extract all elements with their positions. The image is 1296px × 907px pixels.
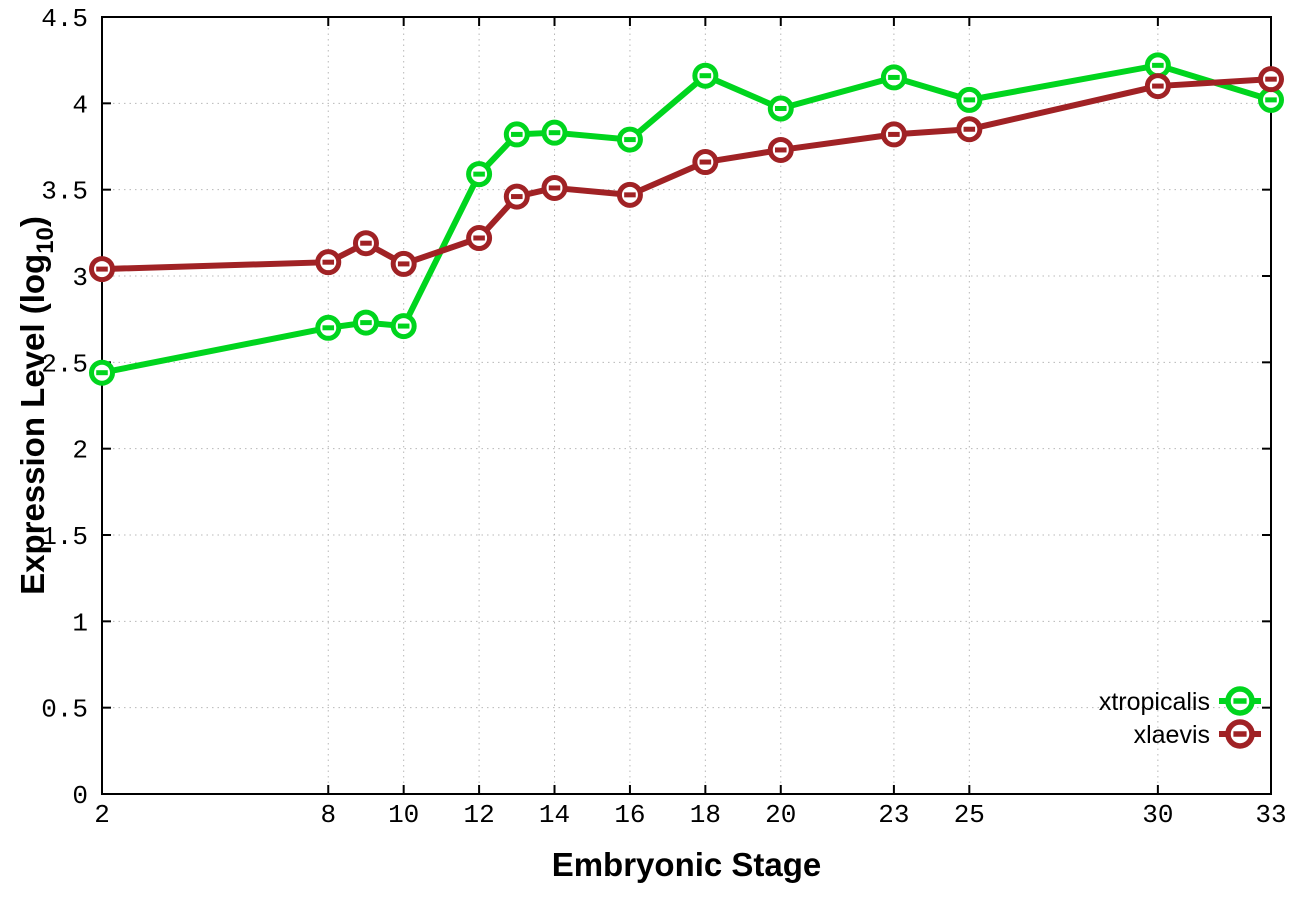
y-tick-label: 2 xyxy=(72,436,88,466)
y-axis-label: Expression Level (log10) xyxy=(14,216,59,595)
y-tick-label: 0 xyxy=(72,781,88,811)
x-tick-label: 20 xyxy=(765,800,796,830)
x-tick-label: 8 xyxy=(320,800,336,830)
y-tick-label: 1 xyxy=(72,608,88,638)
x-tick-label: 30 xyxy=(1142,800,1173,830)
series-line-xtropicalis xyxy=(99,62,1274,376)
x-axis-label: Embryonic Stage xyxy=(552,846,822,883)
y-tick-label: 0.5 xyxy=(41,695,88,725)
plot-border xyxy=(101,16,1272,795)
legend-label-xtropicalis: xtropicalis xyxy=(1099,688,1210,716)
x-tick-label: 23 xyxy=(878,800,909,830)
legend-label-xlaevis: xlaevis xyxy=(1134,721,1210,749)
y-tick-label: 3 xyxy=(72,263,88,293)
x-tick-label: 18 xyxy=(690,800,721,830)
y-tick-label: 1.5 xyxy=(41,522,88,552)
x-tick-label: 10 xyxy=(388,800,419,830)
y-tick-label: 4.5 xyxy=(41,4,88,34)
y-tick-label: 4 xyxy=(72,90,88,120)
y-tick-label: 2.5 xyxy=(41,349,88,379)
y-tick-label: 3.5 xyxy=(41,177,88,207)
x-tick-label: 14 xyxy=(539,800,570,830)
x-tick-label: 2 xyxy=(94,800,110,830)
x-tick-label: 25 xyxy=(954,800,985,830)
x-tick-label: 16 xyxy=(614,800,645,830)
series-line-xlaevis xyxy=(99,76,1274,273)
x-tick-label: 33 xyxy=(1255,800,1286,830)
x-tick-label: 12 xyxy=(463,800,494,830)
